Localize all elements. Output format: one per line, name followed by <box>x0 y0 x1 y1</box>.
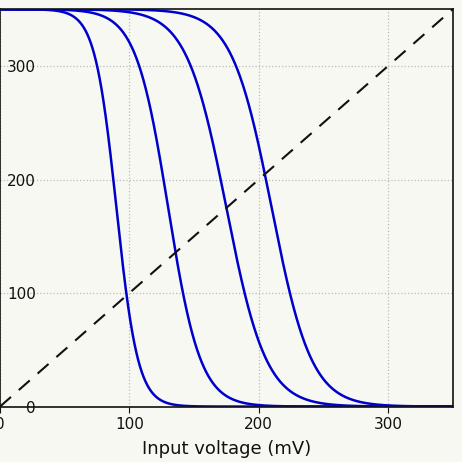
X-axis label: Input voltage (mV): Input voltage (mV) <box>142 440 311 458</box>
